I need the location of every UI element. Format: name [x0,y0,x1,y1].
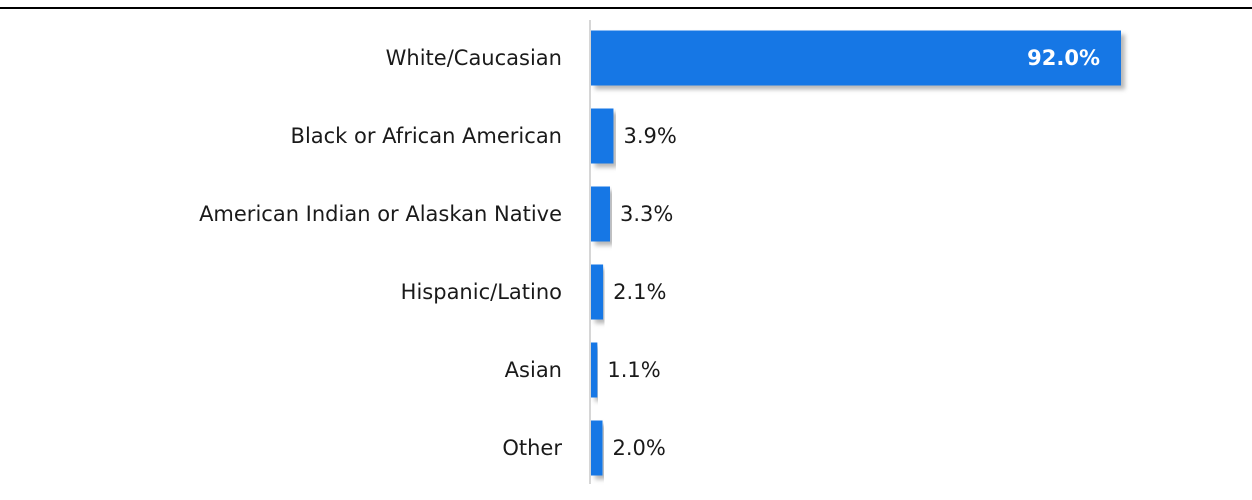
category-label: American Indian or Alaskan Native [199,202,562,226]
bar [591,30,1121,86]
category-label: Other [502,436,562,460]
bar [591,420,603,476]
category-label: Black or African American [291,124,562,148]
data-label: 92.0% [1027,46,1100,70]
data-label: 2.0% [613,436,666,460]
data-label: 3.3% [620,202,673,226]
bar [591,342,598,398]
category-label: Asian [505,358,562,382]
category-label: White/Caucasian [386,46,562,70]
bar [591,186,611,242]
data-label: 1.1% [607,358,660,382]
data-label: 2.1% [613,280,666,304]
bar [591,264,604,320]
bars-layer: White/Caucasian 92.0% Black or African Ame… [199,30,1121,476]
bar [591,108,614,164]
data-label: 3.9% [623,124,676,148]
category-label: Hispanic/Latino [401,280,562,304]
